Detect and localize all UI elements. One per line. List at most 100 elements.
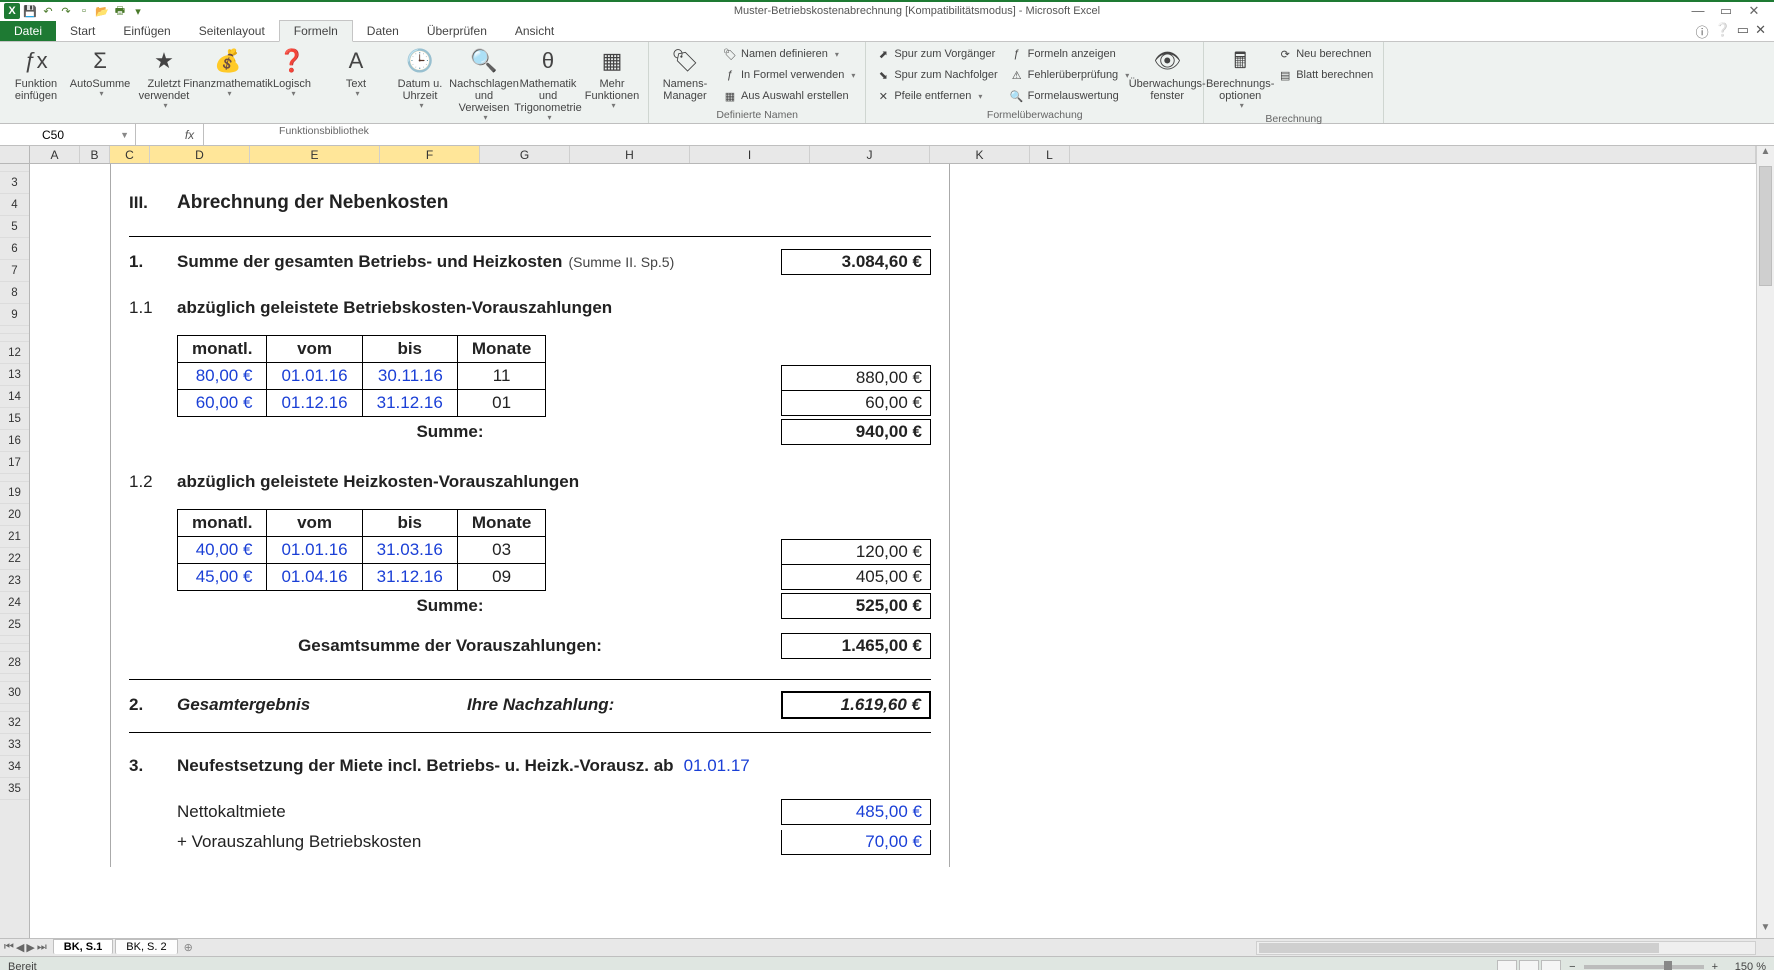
sheet-nav-first-icon[interactable]: ⏮ <box>4 941 14 954</box>
row-header[interactable]: 23 <box>0 570 29 592</box>
sheet-nav-last-icon[interactable]: ⏭ <box>37 941 47 954</box>
evaluate-formula-button[interactable]: 🔍Formelauswertung <box>1006 86 1134 106</box>
column-header[interactable]: I <box>690 146 810 163</box>
column-header[interactable]: L <box>1030 146 1070 163</box>
horizontal-scrollbar[interactable] <box>1256 941 1756 955</box>
row-header[interactable]: 14 <box>0 386 29 408</box>
minimize-button[interactable]: — <box>1688 3 1708 19</box>
excel-icon[interactable]: X <box>4 3 20 19</box>
row-header[interactable]: 35 <box>0 778 29 800</box>
column-header[interactable]: F <box>380 146 480 163</box>
row-header[interactable]: 24 <box>0 592 29 614</box>
column-header[interactable]: J <box>810 146 930 163</box>
row-header[interactable]: 15 <box>0 408 29 430</box>
row-header[interactable] <box>0 674 29 682</box>
column-header[interactable]: C <box>110 146 150 163</box>
text-button[interactable]: AText <box>326 44 386 99</box>
calc-options-button[interactable]: 🖩Berechnungs-optionen <box>1210 44 1270 111</box>
row-header[interactable]: 4 <box>0 194 29 216</box>
ribbon-minimize-icon[interactable]: ⓘ <box>1696 22 1709 41</box>
new-icon[interactable]: ▫ <box>76 3 92 19</box>
row-header[interactable]: 33 <box>0 734 29 756</box>
column-header[interactable]: B <box>80 146 110 163</box>
row-header[interactable] <box>0 164 29 172</box>
name-manager-button[interactable]: 🏷Namens-Manager <box>655 44 715 102</box>
autosum-button[interactable]: ΣAutoSumme <box>70 44 130 99</box>
sheet-nav-prev-icon[interactable]: ◀ <box>16 941 24 954</box>
namebox-dropdown-icon[interactable]: ▼ <box>120 130 129 140</box>
row-header[interactable]: 6 <box>0 238 29 260</box>
column-header[interactable]: E <box>250 146 380 163</box>
trace-precedents-button[interactable]: ⬈Spur zum Vorgänger <box>872 44 1001 64</box>
lookup-ref-button[interactable]: 🔍Nachschlagen und Verweisen <box>454 44 514 123</box>
tab-seitenlayout[interactable]: Seitenlayout <box>185 21 279 41</box>
maximize-button[interactable]: ▭ <box>1716 3 1736 19</box>
hscroll-thumb[interactable] <box>1259 943 1659 953</box>
row-header[interactable]: 25 <box>0 614 29 636</box>
tab-daten[interactable]: Daten <box>353 21 413 41</box>
row-header[interactable]: 22 <box>0 548 29 570</box>
undo-icon[interactable]: ↶ <box>40 3 56 19</box>
column-header[interactable]: H <box>570 146 690 163</box>
view-pagelayout-button[interactable] <box>1519 960 1539 970</box>
date-time-button[interactable]: 🕒Datum u. Uhrzeit <box>390 44 450 111</box>
row-header[interactable]: 16 <box>0 430 29 452</box>
scroll-down-icon[interactable]: ▼ <box>1757 922 1774 938</box>
logical-button[interactable]: ❓Logisch <box>262 44 322 99</box>
tab-einfuegen[interactable]: Einfügen <box>109 21 184 41</box>
scroll-thumb[interactable] <box>1759 166 1772 286</box>
row-header[interactable]: 3 <box>0 172 29 194</box>
zoom-slider[interactable] <box>1584 965 1704 969</box>
sheet-nav-next-icon[interactable]: ▶ <box>26 941 34 954</box>
view-pagebreak-button[interactable] <box>1541 960 1561 970</box>
row-header[interactable] <box>0 326 29 334</box>
save-icon[interactable]: 💾 <box>22 3 38 19</box>
column-header[interactable]: G <box>480 146 570 163</box>
create-from-selection-button[interactable]: ▦Aus Auswahl erstellen <box>719 86 859 106</box>
select-all-corner[interactable] <box>0 146 30 164</box>
row-header[interactable]: 20 <box>0 504 29 526</box>
row-header[interactable] <box>0 704 29 712</box>
scroll-up-icon[interactable]: ▲ <box>1757 146 1774 162</box>
ribbon-collapse-icon[interactable]: ▭ <box>1737 22 1749 41</box>
add-sheet-button[interactable]: ⊕ <box>178 941 199 954</box>
mdi-close-icon[interactable]: ✕ <box>1755 22 1766 41</box>
row-header[interactable]: 32 <box>0 712 29 734</box>
calc-sheet-button[interactable]: ▤Blatt berechnen <box>1274 65 1377 85</box>
remove-arrows-button[interactable]: ✕Pfeile entfernen <box>872 86 1001 106</box>
sheet-tab-active[interactable]: BK, S.1 <box>53 939 114 954</box>
print-icon[interactable]: 🖶 <box>112 3 128 19</box>
column-header[interactable]: K <box>930 146 1030 163</box>
tab-ueberpruefen[interactable]: Überprüfen <box>413 21 501 41</box>
row-header[interactable]: 17 <box>0 452 29 474</box>
row-header[interactable] <box>0 636 29 644</box>
vertical-scrollbar[interactable]: ▲ ▼ <box>1756 146 1774 938</box>
row-header[interactable]: 9 <box>0 304 29 326</box>
financial-button[interactable]: 💰Finanzmathematik <box>198 44 258 99</box>
row-header[interactable]: 8 <box>0 282 29 304</box>
row-header[interactable]: 34 <box>0 756 29 778</box>
zoom-out-button[interactable]: − <box>1569 961 1575 970</box>
define-name-button[interactable]: 🏷Namen definieren <box>719 44 859 64</box>
use-in-formula-button[interactable]: ƒIn Formel verwenden <box>719 65 859 85</box>
row-header[interactable] <box>0 334 29 342</box>
fx-button[interactable]: fx <box>176 124 204 145</box>
show-formulas-button[interactable]: ƒFormeln anzeigen <box>1006 44 1134 64</box>
tab-ansicht[interactable]: Ansicht <box>501 21 568 41</box>
row-header[interactable]: 30 <box>0 682 29 704</box>
tab-file[interactable]: Datei <box>0 21 56 41</box>
column-header[interactable]: D <box>150 146 250 163</box>
watch-window-button[interactable]: 👁Überwachungs-fenster <box>1137 44 1197 102</box>
sheet-canvas[interactable]: III. Abrechnung der Nebenkosten 1. Summe… <box>30 164 1756 938</box>
insert-function-button[interactable]: ƒxFunktion einfügen <box>6 44 66 102</box>
calc-now-button[interactable]: ⟳Neu berechnen <box>1274 44 1377 64</box>
redo-icon[interactable]: ↷ <box>58 3 74 19</box>
open-icon[interactable]: 📂 <box>94 3 110 19</box>
zoom-knob[interactable] <box>1664 961 1672 970</box>
formula-input[interactable] <box>204 124 1774 145</box>
trace-dependents-button[interactable]: ⬊Spur zum Nachfolger <box>872 65 1001 85</box>
row-header[interactable]: 7 <box>0 260 29 282</box>
name-box[interactable]: C50▼ <box>36 124 136 145</box>
row-header[interactable] <box>0 474 29 482</box>
row-header[interactable]: 13 <box>0 364 29 386</box>
